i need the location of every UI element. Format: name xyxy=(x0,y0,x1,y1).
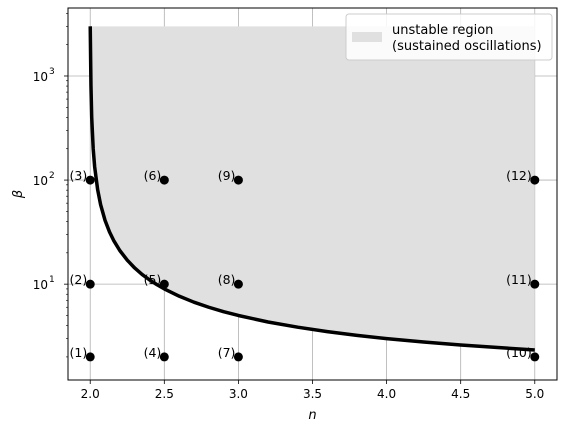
y-tick-label: 10 xyxy=(33,174,48,188)
data-point-label: (6) xyxy=(144,168,162,183)
data-point-label: (1) xyxy=(70,345,88,360)
unstable-region-layer xyxy=(90,26,535,350)
x-tick-label: 4.0 xyxy=(377,387,396,401)
y-tick-label: 10 xyxy=(33,70,48,84)
data-point-label: (7) xyxy=(218,345,236,360)
x-tick-label: 3.5 xyxy=(303,387,322,401)
x-tick-label: 3.0 xyxy=(229,387,248,401)
legend: unstable region (sustained oscillations) xyxy=(346,14,552,60)
y-tick-label: 10 xyxy=(33,278,48,292)
unstable-region xyxy=(90,26,535,350)
legend-label: unstable region xyxy=(392,23,493,38)
data-point-label: (4) xyxy=(144,345,162,360)
x-tick-label: 5.0 xyxy=(525,387,544,401)
data-point-label: (11) xyxy=(506,272,532,287)
x-tick-label: 2.0 xyxy=(81,387,100,401)
legend-label-detail: (sustained oscillations) xyxy=(392,39,542,54)
y-axis-label: β xyxy=(11,190,26,199)
data-point-label: (8) xyxy=(218,272,236,287)
data-point-label: (5) xyxy=(144,272,162,287)
x-tick-label: 2.5 xyxy=(155,387,174,401)
y-tick-exponent: 3 xyxy=(49,67,55,77)
data-point-label: (10) xyxy=(506,345,532,360)
data-point-label: (3) xyxy=(70,168,88,183)
data-point-label: (9) xyxy=(218,168,236,183)
y-tick-exponent: 2 xyxy=(49,171,55,181)
x-tick-label: 4.5 xyxy=(451,387,470,401)
y-tick-exponent: 1 xyxy=(49,275,55,285)
legend-swatch xyxy=(352,32,382,42)
x-axis-label: n xyxy=(308,408,316,423)
data-point-label: (2) xyxy=(70,272,88,287)
data-point-label: (12) xyxy=(506,168,532,183)
